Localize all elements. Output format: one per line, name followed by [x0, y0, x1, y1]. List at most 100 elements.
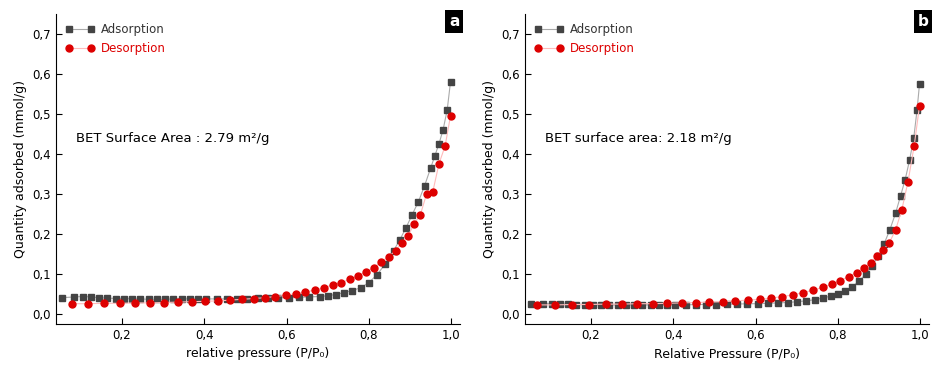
Adsorption — [242, 296, 253, 301]
Adsorption — [406, 212, 417, 217]
X-axis label: relative pressure (P/P₀): relative pressure (P/P₀) — [186, 347, 329, 360]
Line: Desorption: Desorption — [533, 102, 922, 309]
Adsorption — [252, 296, 263, 300]
Adsorption — [160, 297, 171, 301]
Desorption — [402, 233, 413, 238]
Adsorption — [661, 303, 672, 307]
Text: BET surface area: 2.18 m²/g: BET surface area: 2.18 m²/g — [545, 132, 731, 145]
Desorption — [269, 294, 280, 299]
Desorption — [445, 114, 456, 118]
Adsorption — [762, 301, 773, 306]
Adsorption — [322, 294, 333, 298]
Adsorption — [817, 296, 828, 300]
Line: Adsorption: Adsorption — [528, 81, 921, 308]
Adsorption — [751, 301, 763, 306]
Desorption — [883, 240, 894, 245]
Adsorption — [636, 303, 648, 307]
Desorption — [376, 260, 387, 264]
Adsorption — [313, 294, 325, 299]
Desorption — [786, 293, 798, 297]
Desorption — [661, 301, 672, 306]
Desorption — [368, 266, 379, 270]
Adsorption — [433, 142, 445, 146]
Adsorption — [221, 297, 232, 301]
Adsorption — [151, 297, 162, 301]
Desorption — [716, 300, 728, 304]
Text: BET Surface Area : 2.79 m²/g: BET Surface Area : 2.79 m²/g — [76, 132, 269, 145]
Adsorption — [790, 300, 801, 304]
Adsorption — [832, 291, 843, 296]
Desorption — [173, 300, 184, 304]
Desorption — [776, 294, 787, 299]
Desorption — [599, 302, 611, 306]
Desorption — [236, 297, 247, 301]
Desorption — [114, 301, 126, 306]
Adsorption — [562, 302, 573, 306]
Adsorption — [689, 302, 700, 307]
Desorption — [199, 299, 211, 304]
Adsorption — [619, 303, 631, 307]
Desorption — [889, 227, 901, 232]
Desorption — [299, 290, 311, 294]
Desorption — [825, 282, 836, 286]
Desorption — [877, 248, 888, 252]
X-axis label: Relative Pressure (P/P₀): Relative Pressure (P/P₀) — [653, 347, 799, 360]
Adsorption — [143, 297, 154, 301]
Desorption — [902, 180, 913, 184]
Desorption — [144, 301, 156, 305]
Adsorption — [262, 296, 274, 300]
Desorption — [82, 301, 93, 306]
Desorption — [309, 288, 320, 292]
Desorption — [729, 299, 740, 303]
Desorption — [98, 301, 110, 306]
Adsorption — [355, 285, 366, 290]
Adsorption — [669, 303, 681, 307]
Adsorption — [884, 227, 895, 232]
Desorption — [765, 296, 776, 300]
Adsorption — [118, 296, 129, 301]
Desorption — [834, 278, 845, 283]
Adsorption — [894, 193, 905, 198]
Adsorption — [852, 279, 864, 283]
Adsorption — [429, 154, 440, 158]
Desorption — [703, 300, 715, 304]
Adsorption — [441, 108, 452, 112]
Desorption — [317, 285, 329, 290]
Desorption — [382, 254, 394, 259]
Adsorption — [379, 261, 391, 266]
Adsorption — [282, 295, 294, 300]
Adsorption — [700, 302, 711, 307]
Adsorption — [859, 272, 870, 276]
Adsorption — [652, 303, 664, 307]
Adsorption — [371, 272, 382, 277]
Adsorption — [546, 301, 557, 306]
Adsorption — [731, 302, 742, 306]
Adsorption — [437, 128, 448, 132]
Adsorption — [782, 300, 793, 305]
Adsorption — [110, 296, 121, 301]
Text: a: a — [448, 14, 459, 29]
Desorption — [420, 191, 431, 196]
Adsorption — [126, 297, 138, 301]
Adsorption — [800, 299, 811, 303]
Desorption — [548, 303, 560, 307]
Desorption — [408, 221, 419, 226]
Adsorption — [910, 108, 921, 112]
Line: Adsorption: Adsorption — [59, 79, 453, 302]
Desorption — [327, 283, 338, 287]
Adsorption — [102, 296, 113, 300]
Adsorption — [167, 297, 178, 301]
Adsorption — [231, 296, 243, 301]
Adsorption — [839, 288, 851, 293]
Adsorption — [644, 303, 655, 307]
Desorption — [439, 144, 450, 148]
Desorption — [259, 295, 270, 300]
Adsorption — [586, 303, 598, 307]
Legend: Adsorption, Desorption: Adsorption, Desorption — [531, 20, 637, 59]
Desorption — [615, 302, 627, 306]
Adsorption — [77, 294, 89, 299]
Desorption — [247, 296, 259, 301]
Desorption — [689, 300, 700, 305]
Adsorption — [338, 290, 349, 295]
Desorption — [865, 260, 876, 265]
